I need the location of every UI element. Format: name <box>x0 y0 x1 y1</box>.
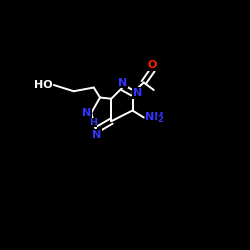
Text: H: H <box>89 118 97 127</box>
Text: N: N <box>118 78 127 88</box>
Text: N: N <box>82 108 91 118</box>
Text: O: O <box>148 60 157 70</box>
Text: N: N <box>92 130 101 140</box>
Text: NH: NH <box>145 112 164 122</box>
Text: N: N <box>132 88 142 98</box>
Text: 2: 2 <box>158 115 164 124</box>
Text: HO: HO <box>34 80 52 90</box>
